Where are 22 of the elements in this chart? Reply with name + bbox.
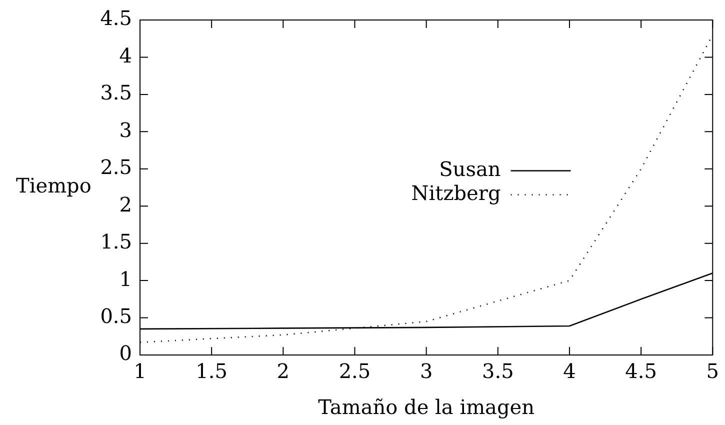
x-tick-label: 3.5 <box>482 359 514 384</box>
y-tick-label: 0 <box>119 341 132 366</box>
legend-label: Nitzberg <box>411 180 501 205</box>
legend-label: Susan <box>439 156 501 181</box>
y-tick-label: 4 <box>119 43 132 68</box>
x-tick-label: 4 <box>563 359 576 384</box>
x-tick-label: 2 <box>276 359 290 384</box>
y-tick-label: 0.5 <box>100 304 132 328</box>
x-tick-label: 1.5 <box>196 359 228 384</box>
x-tick-label: 4.5 <box>625 359 657 384</box>
x-tick-label: 2.5 <box>338 359 371 384</box>
y-axis-title: Tiempo <box>16 174 92 198</box>
y-tick-label: 1 <box>119 266 132 291</box>
x-tick-label: 3 <box>420 359 433 384</box>
y-tick-label: 3.5 <box>100 80 132 105</box>
y-tick-label: 2 <box>119 192 132 216</box>
x-tick-label: 5 <box>706 359 720 384</box>
y-tick-label: 4.5 <box>100 6 132 30</box>
x-axis-title: Tamaño de la imagen <box>318 395 535 420</box>
y-tick-label: 1.5 <box>100 230 132 254</box>
y-tick-label: 2.5 <box>100 155 132 180</box>
y-tick-label: 3 <box>119 118 132 142</box>
